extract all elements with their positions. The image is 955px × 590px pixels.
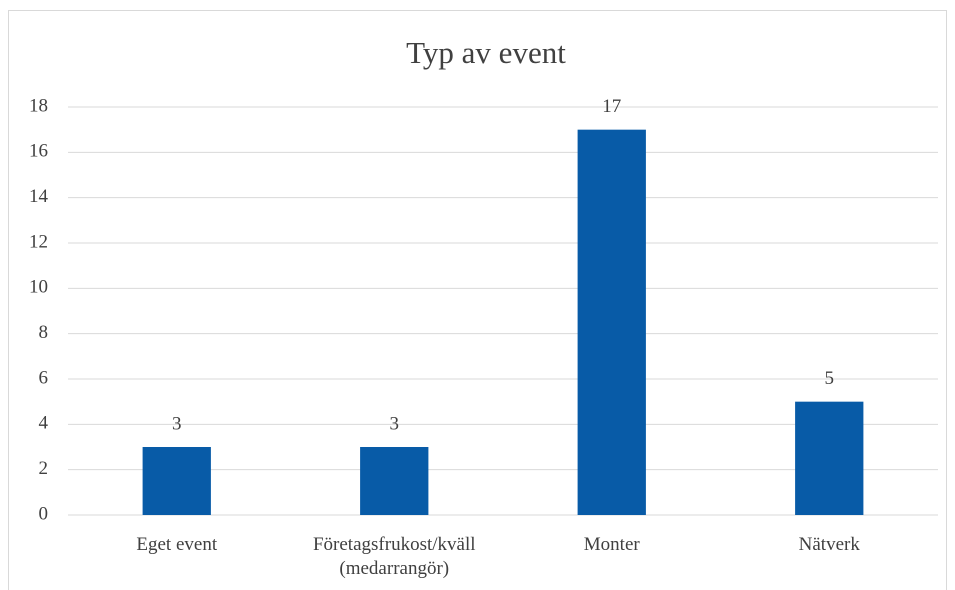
y-tick-label: 6 [39,367,49,388]
bar [142,447,211,515]
bar [360,447,429,515]
bar [795,401,864,515]
chart-title: Typ av event [406,35,566,70]
data-label: 5 [825,368,835,389]
y-tick-label: 0 [39,503,49,524]
x-tick-label: Eget event [136,534,218,555]
y-tick-label: 12 [29,231,48,252]
y-tick-label: 2 [39,458,49,479]
data-label: 3 [390,413,400,434]
y-tick-label: 8 [39,322,49,343]
bar [577,129,646,515]
data-label: 17 [602,96,621,117]
y-tick-label: 4 [39,413,49,434]
chart-frame [8,10,947,590]
data-label: 3 [172,413,182,434]
y-tick-label: 10 [29,277,48,298]
y-tick-label: 18 [29,95,48,116]
y-tick-label: 14 [29,186,49,207]
x-tick-label: Monter [583,534,640,555]
x-tick-label: Nätverk [798,534,860,555]
y-tick-label: 16 [29,141,48,162]
x-tick-label: Företagsfrukost/kväll (medarrangör) [312,534,476,579]
